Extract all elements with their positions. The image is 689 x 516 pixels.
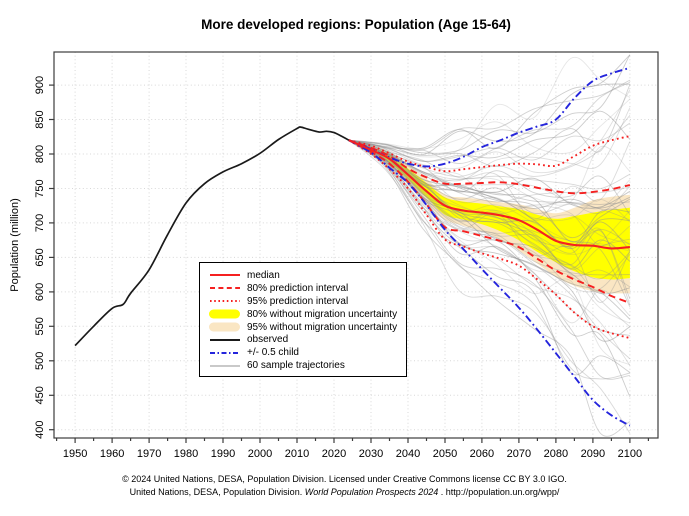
legend-label: 80% prediction interval bbox=[247, 282, 349, 294]
y-tick-label: 450 bbox=[34, 386, 46, 404]
sample-trajectories bbox=[348, 54, 631, 437]
x-tick-label: 2050 bbox=[433, 448, 457, 460]
y-tick-label: 850 bbox=[34, 110, 46, 128]
legend-label: 60 sample trajectories bbox=[247, 360, 345, 372]
legend-item-sample-trajectories: 60 sample trajectories bbox=[208, 359, 402, 372]
observed-line bbox=[74, 126, 350, 347]
x-tick-label: 2060 bbox=[470, 448, 494, 460]
legend-swatch-80pi-icon bbox=[210, 287, 240, 290]
x-tick-label: 2030 bbox=[359, 448, 383, 460]
legend-swatch-half-child-icon bbox=[210, 351, 240, 354]
chart-footer: © 2024 United Nations, DESA, Population … bbox=[0, 473, 689, 499]
source-line: United Nations, DESA, Population Divisio… bbox=[129, 487, 560, 497]
legend-item-80-prediction-interval: 80% prediction interval bbox=[208, 282, 402, 295]
y-tick-label: 900 bbox=[34, 76, 46, 94]
axis-ticks bbox=[49, 84, 650, 443]
prediction-interval-lines bbox=[348, 135, 631, 340]
x-tick-label: 2000 bbox=[248, 448, 272, 460]
legend-item-95-prediction-interval: 95% prediction interval bbox=[208, 295, 402, 308]
legend-label: median bbox=[247, 269, 280, 281]
legend-item-observed: observed bbox=[208, 333, 402, 346]
legend-swatch-80-no-migration-icon bbox=[209, 309, 240, 319]
y-tick-label: 550 bbox=[34, 317, 46, 335]
legend-label: observed bbox=[247, 334, 289, 346]
legend-swatch-observed-icon bbox=[210, 338, 240, 341]
x-tick-label: 1970 bbox=[137, 448, 161, 460]
x-tick-label: 1950 bbox=[63, 448, 87, 460]
y-tick-label: 600 bbox=[34, 283, 46, 301]
legend-label: +/- 0.5 child bbox=[247, 347, 299, 359]
x-tick-label: 2020 bbox=[322, 448, 346, 460]
uncertainty-bands bbox=[348, 140, 630, 294]
y-axis-tick-labels: 400 450 500 550 600 650 700 750 800 850 900 bbox=[34, 76, 46, 439]
y-tick-label: 400 bbox=[34, 421, 46, 439]
y-tick-label: 700 bbox=[34, 214, 46, 232]
x-tick-label: 1980 bbox=[174, 448, 198, 460]
half-child-lines bbox=[348, 66, 631, 427]
legend-swatch-trajectories-icon bbox=[210, 364, 240, 367]
x-tick-label: 1990 bbox=[211, 448, 235, 460]
y-tick-label: 650 bbox=[34, 248, 46, 266]
x-tick-label: 2010 bbox=[285, 448, 309, 460]
pi80-lower-line bbox=[348, 139, 631, 304]
y-tick-label: 800 bbox=[34, 145, 46, 163]
x-axis-tick-labels: 1950 1960 1970 1980 1990 2000 2010 2020 2030 2040… bbox=[63, 448, 642, 460]
plot-frame bbox=[53, 51, 659, 439]
x-tick-label: 2090 bbox=[581, 448, 605, 460]
chart-title: More developed regions: Population (Age … bbox=[201, 17, 511, 32]
x-tick-label: 2040 bbox=[396, 448, 420, 460]
half-child-upper-line bbox=[348, 66, 631, 168]
band-80-without-migration bbox=[348, 140, 630, 280]
pi80-upper-line bbox=[348, 139, 631, 195]
x-tick-label: 1960 bbox=[100, 448, 124, 460]
legend-swatch-95pi-icon bbox=[210, 300, 240, 303]
x-tick-label: 2070 bbox=[507, 448, 531, 460]
legend-item-median: median bbox=[208, 269, 402, 282]
y-axis-title: Population (million) bbox=[9, 198, 21, 292]
legend-label: 80% without migration uncertainty bbox=[247, 308, 398, 320]
half-child-lower-line bbox=[348, 139, 631, 427]
publication-title: World Population Prospects 2024 bbox=[304, 487, 439, 497]
x-tick-label: 2100 bbox=[618, 448, 642, 460]
legend-item-80-no-migration: 80% without migration uncertainty bbox=[208, 308, 402, 321]
median-line bbox=[348, 139, 630, 250]
legend-swatch-95-no-migration-icon bbox=[209, 322, 240, 332]
legend-label: 95% without migration uncertainty bbox=[247, 321, 398, 333]
legend-item-half-child: +/- 0.5 child bbox=[208, 346, 402, 359]
x-tick-label: 2080 bbox=[544, 448, 568, 460]
legend-swatch-median-icon bbox=[210, 274, 240, 277]
copyright-line: © 2024 United Nations, DESA, Population … bbox=[122, 474, 567, 484]
y-tick-label: 500 bbox=[34, 352, 46, 370]
legend-label: 95% prediction interval bbox=[247, 295, 349, 307]
chart-legend: median 80% prediction interval 95% predi… bbox=[199, 262, 407, 377]
y-tick-label: 750 bbox=[34, 179, 46, 197]
legend-item-95-no-migration: 95% without migration uncertainty bbox=[208, 321, 402, 334]
